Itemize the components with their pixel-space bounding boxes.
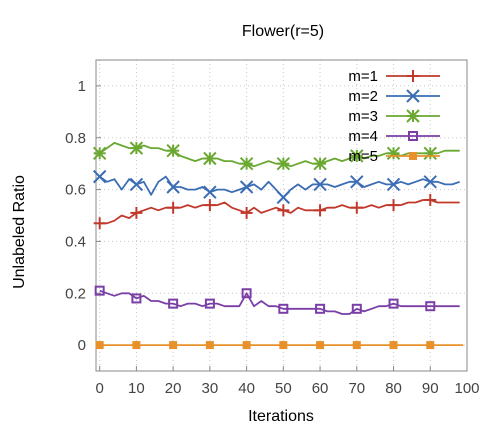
data-point: [313, 156, 327, 171]
data-point: [204, 298, 215, 309]
y-axis-label: Unlabeled Ratio: [11, 175, 28, 289]
legend-label: m=4: [348, 128, 378, 145]
legend-marker: [407, 70, 419, 82]
data-point: [203, 199, 216, 212]
x-tick-label: 20: [165, 380, 182, 397]
x-tick-label: 0: [96, 380, 104, 397]
data-point: [93, 217, 106, 230]
data-point: [350, 149, 364, 163]
data-point: [129, 177, 144, 192]
y-tick-label: 0.2: [65, 285, 86, 302]
legend-marker: [406, 109, 420, 123]
legend-label: m=3: [348, 108, 378, 125]
data-point: [426, 341, 435, 350]
x-tick-label: 70: [348, 380, 365, 397]
data-point: [129, 141, 144, 155]
data-point: [279, 341, 288, 350]
data-point: [130, 206, 143, 219]
legend: m=1 m=2 m=3 m=4 m=5: [348, 68, 440, 165]
data-point: [389, 341, 398, 350]
data-point: [315, 303, 326, 314]
y-tick-label: 0.8: [65, 130, 86, 147]
data-point: [386, 146, 401, 161]
legend-marker: [408, 131, 418, 141]
data-point: [388, 298, 399, 309]
x-tick-label: 10: [128, 380, 145, 397]
data-point: [239, 180, 254, 194]
data-point: [240, 206, 253, 219]
legend-label: m=1: [348, 68, 378, 85]
data-point: [387, 199, 400, 212]
legend-item: m=2: [348, 88, 440, 105]
data-point: [132, 341, 141, 350]
data-point: [242, 341, 251, 350]
data-point: [276, 190, 291, 205]
data-point: [352, 341, 361, 350]
data-point: [203, 151, 217, 166]
legend-item: m=3: [348, 108, 440, 125]
x-tick-label: 40: [238, 380, 255, 397]
x-tick-label: 100: [454, 380, 479, 397]
series-m=2: [92, 169, 460, 205]
series-layer: [92, 141, 464, 350]
data-point: [168, 298, 179, 309]
data-point: [423, 146, 437, 161]
data-point: [314, 204, 327, 217]
data-point: [423, 175, 437, 189]
legend-marker: [406, 89, 420, 103]
legend-item: m=4: [348, 128, 440, 145]
data-point: [95, 341, 104, 350]
data-point: [94, 285, 105, 296]
data-point: [241, 288, 252, 299]
data-point: [277, 204, 290, 217]
data-point: [169, 341, 178, 350]
data-point: [386, 177, 401, 192]
data-point: [276, 156, 291, 171]
data-point: [166, 180, 180, 194]
data-point: [92, 146, 107, 161]
data-point: [313, 177, 327, 192]
chart-title: Flower(r=5): [242, 23, 324, 40]
series-line: [99, 199, 460, 225]
data-point: [316, 341, 325, 350]
plot-frame: [95, 59, 468, 372]
data-point: [205, 341, 214, 350]
y-tick-label: 0: [78, 337, 86, 354]
data-point: [166, 144, 180, 158]
data-point: [92, 169, 107, 184]
x-tick-label: 50: [275, 380, 292, 397]
data-point: [239, 156, 254, 171]
legend-marker: [409, 152, 417, 160]
legend-item: m=5: [348, 148, 440, 165]
x-tick-label: 90: [422, 380, 439, 397]
data-point: [425, 301, 436, 312]
data-point: [424, 193, 437, 206]
x-tick-label: 80: [385, 380, 402, 397]
legend-label: m=5: [348, 148, 378, 165]
data-point: [278, 303, 289, 314]
data-point: [167, 201, 180, 214]
data-point: [203, 185, 217, 199]
series-m=4: [94, 285, 460, 315]
grid: [96, 60, 468, 371]
data-point: [131, 293, 142, 304]
series-m=5: [95, 341, 464, 350]
data-point: [351, 303, 362, 314]
legend-item: m=1: [348, 68, 440, 85]
x-tick-label: 60: [312, 380, 329, 397]
y-tick-label: 1: [78, 78, 86, 95]
y-tick-label: 0.4: [65, 233, 86, 250]
data-point: [350, 175, 364, 189]
legend-label: m=2: [348, 88, 378, 105]
data-point: [350, 201, 363, 214]
x-axis-label: Iterations: [248, 408, 314, 425]
x-tick-label: 30: [202, 380, 219, 397]
y-tick-label: 0.6: [65, 182, 86, 199]
series-m=1: [93, 193, 460, 230]
axis-ticks: 0 10 20 30 40 50 60 70 80 90 100 0 0.2 0.4 0.6 0.8 1: [65, 78, 479, 397]
